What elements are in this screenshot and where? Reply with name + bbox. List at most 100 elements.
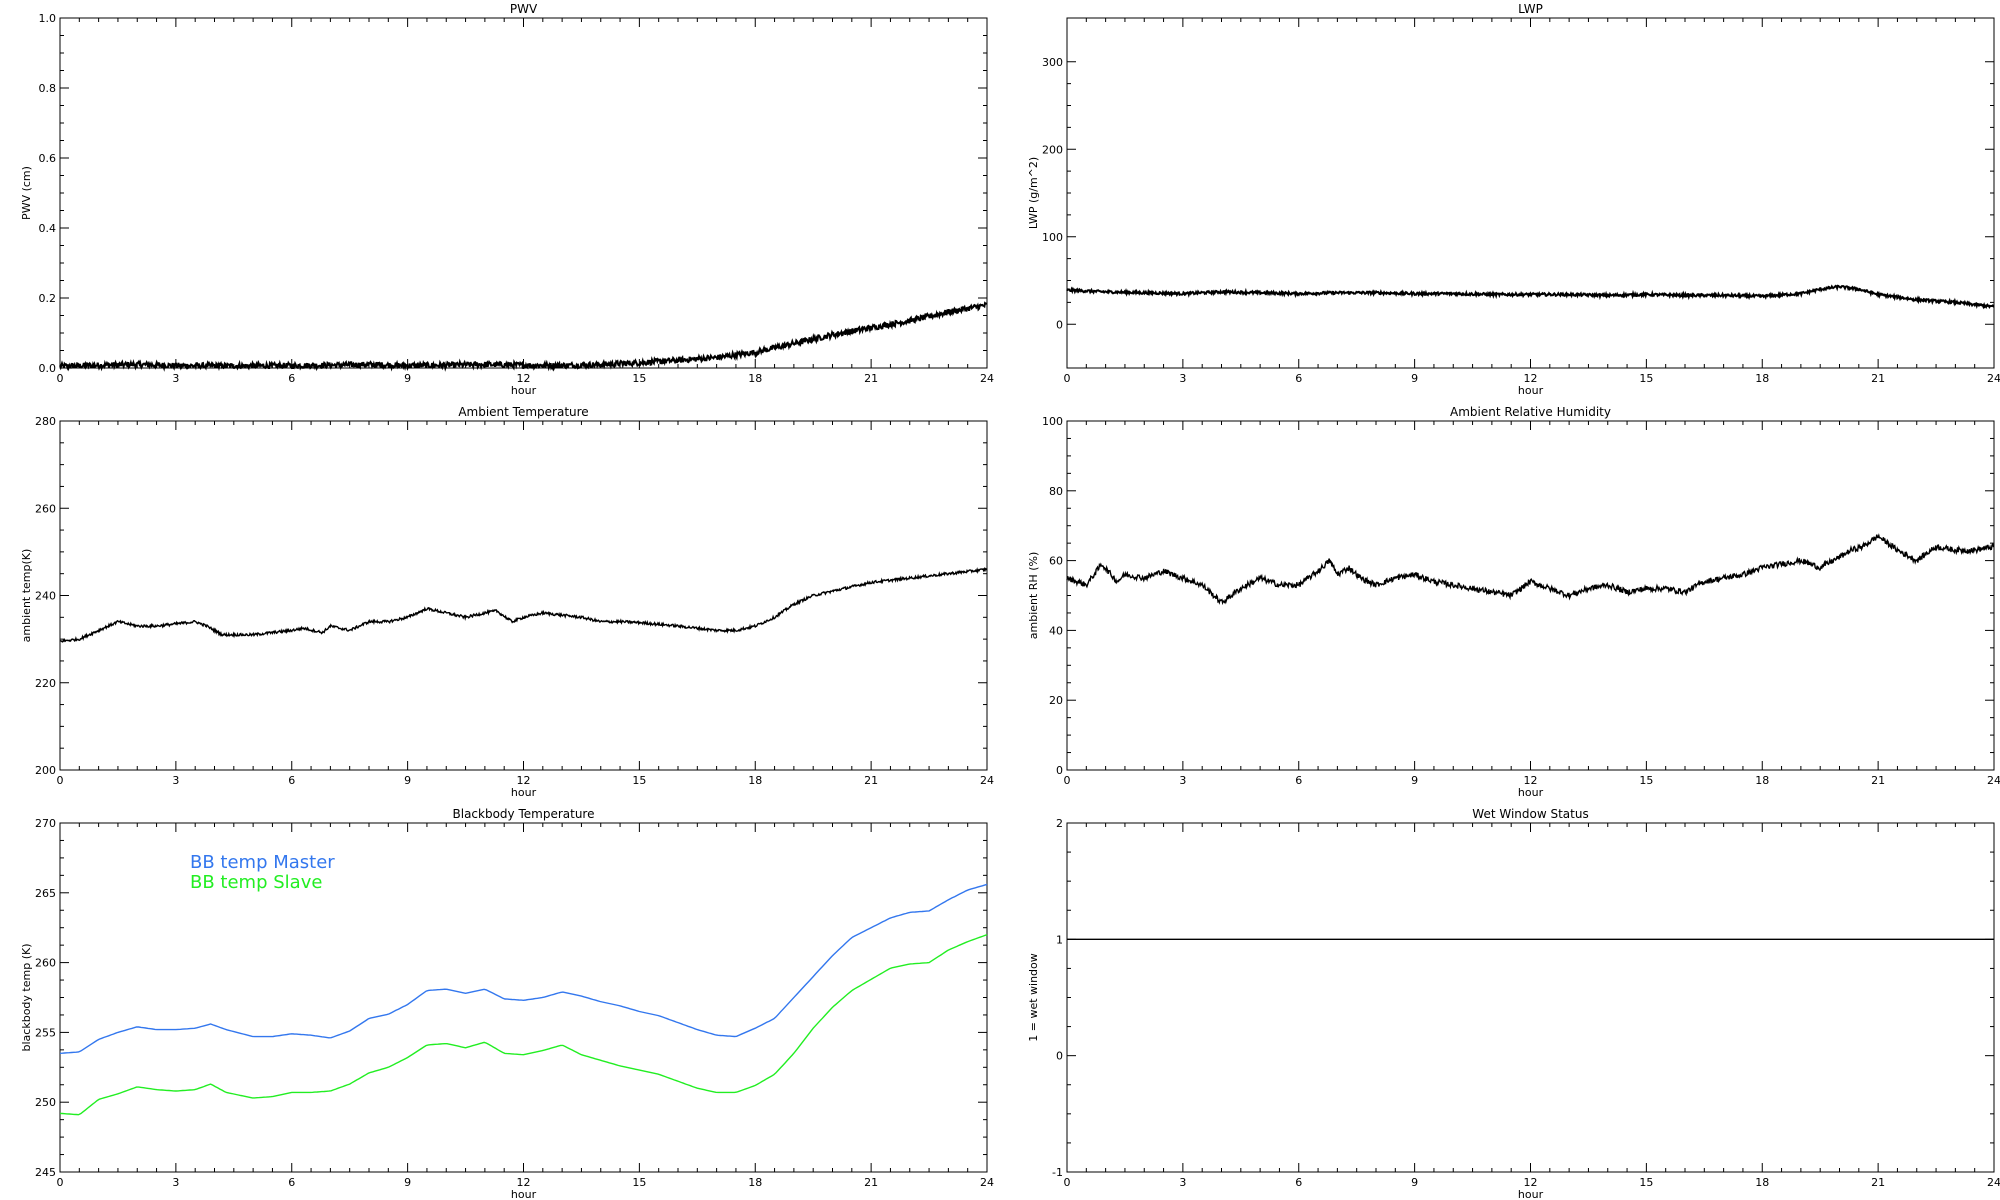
series-line-1 <box>1066 533 1995 606</box>
y-tick-label: 80 <box>1049 485 1063 498</box>
x-tick-label: 6 <box>1295 372 1302 385</box>
legend-entry: BB temp Slave <box>190 872 322 893</box>
x-tick-label: 6 <box>288 1176 295 1189</box>
chart-panel-5: Blackbody Temperature 0 3 6 9 12 15 18 21 24 hour 2… <box>20 807 994 1200</box>
y-tick-label: 300 <box>1042 56 1063 69</box>
x-tick-label: 9 <box>1411 372 1418 385</box>
x-tick-label: 21 <box>864 1176 878 1189</box>
y-axis-label: LWP (g/m^2) <box>1027 157 1040 229</box>
y-tick-label: 1 <box>1056 933 1063 946</box>
plot-frame <box>59 17 988 369</box>
x-tick-label: 12 <box>1524 774 1538 787</box>
x-tick-label: 21 <box>864 372 878 385</box>
x-tick-label: 15 <box>1639 1176 1653 1189</box>
x-tick-label: 24 <box>1987 372 2000 385</box>
y-tick-label: -1 <box>1052 1166 1063 1179</box>
y-tick-label: 1.0 <box>39 12 57 25</box>
x-tick-label: 6 <box>1295 774 1302 787</box>
y-tick-label: 0.4 <box>39 222 57 235</box>
chart-panel-3: Ambient Temperature 0 3 6 9 12 15 18 21 24 hour 200… <box>20 405 994 799</box>
x-tick-label: 15 <box>1639 774 1653 787</box>
x-tick-label: 9 <box>404 1176 411 1189</box>
y-axis-label: 1 = wet window <box>1027 953 1040 1042</box>
x-tick-label: 21 <box>1871 1176 1885 1189</box>
chart-title: PWV <box>510 2 538 16</box>
x-tick-label: 12 <box>1524 1176 1538 1189</box>
x-tick-label: 18 <box>748 774 762 787</box>
y-tick-label: 250 <box>35 1096 56 1109</box>
x-tick-label: 6 <box>288 372 295 385</box>
series-line-1 <box>1066 284 1995 310</box>
x-tick-label: 9 <box>1411 1176 1418 1189</box>
y-tick-label: 100 <box>1042 415 1063 428</box>
y-tick-label: 260 <box>35 957 56 970</box>
x-tick-label: 24 <box>980 372 994 385</box>
x-tick-label: 6 <box>288 774 295 787</box>
series-line-1 <box>59 883 988 1054</box>
y-axis-label: ambient temp(K) <box>20 549 33 643</box>
y-tick-label: 0.6 <box>39 152 57 165</box>
y-tick-label: 200 <box>35 764 56 777</box>
chart-title: Ambient Relative Humidity <box>1450 405 1611 419</box>
y-axis-label: ambient RH (%) <box>1027 552 1040 640</box>
x-tick-label: 0 <box>57 1176 64 1189</box>
chart-title: Wet Window Status <box>1472 807 1588 821</box>
y-tick-label: 0 <box>1056 1050 1063 1063</box>
x-tick-label: 21 <box>1871 372 1885 385</box>
x-tick-label: 15 <box>632 774 646 787</box>
x-axis-label: hour <box>1518 1188 1544 1200</box>
x-tick-label: 3 <box>1179 1176 1186 1189</box>
x-tick-label: 3 <box>172 1176 179 1189</box>
x-axis-label: hour <box>511 1188 537 1200</box>
y-axis-label: PWV (cm) <box>20 166 33 220</box>
x-tick-label: 18 <box>748 1176 762 1189</box>
y-tick-label: 0 <box>1056 318 1063 331</box>
x-tick-label: 3 <box>172 372 179 385</box>
y-tick-label: 240 <box>35 590 56 603</box>
chart-title: Ambient Temperature <box>458 405 588 419</box>
y-tick-label: 60 <box>1049 555 1063 568</box>
x-tick-label: 18 <box>1755 774 1769 787</box>
x-tick-label: 18 <box>1755 372 1769 385</box>
series-line-2 <box>59 934 988 1116</box>
legend-entry: BB temp Master <box>190 852 335 873</box>
x-tick-label: 21 <box>1871 774 1885 787</box>
y-tick-label: 255 <box>35 1026 56 1039</box>
x-tick-label: 15 <box>632 372 646 385</box>
y-axis-label: blackbody temp (K) <box>20 944 33 1052</box>
chart-title: LWP <box>1518 2 1543 16</box>
x-tick-label: 15 <box>632 1176 646 1189</box>
x-tick-label: 12 <box>1524 372 1538 385</box>
y-tick-label: 220 <box>35 677 56 690</box>
chart-panel-1: PWV 0 3 6 9 12 15 18 21 24 hour 0.0 0.2 0.4 0.6 0.8 1.0 P… <box>20 2 994 397</box>
x-tick-label: 9 <box>404 774 411 787</box>
y-tick-label: 2 <box>1056 817 1063 830</box>
x-tick-label: 24 <box>980 1176 994 1189</box>
x-tick-label: 24 <box>980 774 994 787</box>
y-tick-label: 245 <box>35 1166 56 1179</box>
x-tick-label: 3 <box>172 774 179 787</box>
y-tick-label: 0.0 <box>39 362 57 375</box>
x-tick-label: 18 <box>1755 1176 1769 1189</box>
chart-panel-2: LWP 0 3 6 9 12 15 18 21 24 hour 0 100 200 300 LWP (g/m^… <box>1027 2 2000 397</box>
x-tick-label: 12 <box>517 372 531 385</box>
y-tick-label: 265 <box>35 887 56 900</box>
x-tick-label: 24 <box>1987 774 2000 787</box>
series-line-1 <box>59 301 988 372</box>
x-tick-label: 3 <box>1179 372 1186 385</box>
x-tick-label: 9 <box>1411 774 1418 787</box>
x-axis-label: hour <box>511 384 537 397</box>
x-axis-label: hour <box>511 786 537 799</box>
y-tick-label: 260 <box>35 502 56 515</box>
y-tick-label: 100 <box>1042 231 1063 244</box>
y-tick-label: 40 <box>1049 624 1063 637</box>
y-tick-label: 0 <box>1056 764 1063 777</box>
x-tick-label: 0 <box>1064 1176 1071 1189</box>
x-tick-label: 12 <box>517 1176 531 1189</box>
x-tick-label: 15 <box>1639 372 1653 385</box>
plot-frame <box>1066 17 1995 369</box>
y-tick-label: 200 <box>1042 143 1063 156</box>
y-tick-label: 0.8 <box>39 82 57 95</box>
